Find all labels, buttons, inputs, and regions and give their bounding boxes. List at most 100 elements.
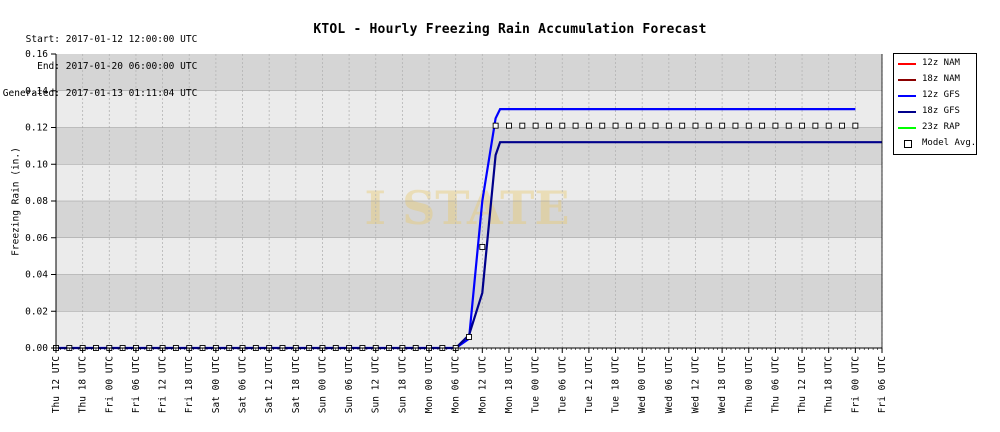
- y-tick-label: 0.08: [25, 196, 48, 207]
- plot-band: [56, 274, 882, 312]
- legend-label: 23z RAP: [922, 122, 960, 132]
- model-avg-point: [759, 122, 766, 129]
- model-avg-point: [612, 122, 619, 129]
- x-tick-label: Thu 00 UTC: [744, 356, 755, 413]
- plot-band: [56, 201, 882, 238]
- x-tick-label: Fri 06 UTC: [131, 356, 142, 413]
- y-tick-label: 0.10: [25, 159, 48, 170]
- plot-band: [56, 237, 882, 275]
- x-tick-label: Tue 18 UTC: [611, 356, 622, 413]
- model-avg-point: [506, 122, 512, 129]
- x-tick-label: Tue 00 UTC: [531, 356, 542, 413]
- legend-label: 12z NAM: [922, 58, 960, 68]
- chart-title: KTOL - Hourly Freezing Rain Accumulation…: [313, 22, 707, 37]
- x-tick-label: Sat 12 UTC: [264, 356, 275, 413]
- model-avg-point: [745, 122, 752, 129]
- generated-value: 2017-01-13 01:11:04 UTC: [65, 88, 198, 99]
- x-tick-label: Wed 12 UTC: [690, 356, 701, 413]
- x-tick-label: Thu 06 UTC: [770, 356, 781, 413]
- plot-band: [56, 164, 882, 201]
- x-tick-label: Fri 00 UTC: [850, 356, 861, 413]
- model-avg-point: [652, 122, 659, 129]
- x-tick-label: Mon 00 UTC: [424, 356, 435, 413]
- plot-background-bands: [56, 54, 882, 348]
- x-tick-label: Mon 18 UTC: [504, 356, 515, 413]
- model-avg-point: [785, 122, 792, 129]
- model-avg-point: [799, 122, 806, 129]
- grid-lines: [55, 54, 883, 348]
- x-tick-label: Thu 18 UTC: [78, 356, 89, 413]
- y-tick-label: 0.16: [25, 49, 48, 60]
- legend-swatch: [898, 127, 916, 129]
- legend-label: 18z NAM: [922, 74, 960, 84]
- x-tick-label: Sun 06 UTC: [344, 356, 355, 413]
- legend-marker-box: [904, 140, 912, 148]
- legend-label: 18z GFS: [922, 106, 960, 116]
- x-tick-label: Wed 18 UTC: [717, 356, 728, 413]
- x-tick-label: Fri 12 UTC: [158, 356, 169, 413]
- model-avg-point: [492, 122, 499, 129]
- x-tick-label: Thu 12 UTC: [797, 356, 808, 413]
- plot-band: [56, 54, 882, 91]
- start-value: 2017-01-12 12:00:00 UTC: [65, 34, 198, 45]
- model-avg-point: [692, 122, 699, 129]
- legend-label: Model Avg.: [922, 138, 977, 148]
- x-tick-label: Thu 18 UTC: [824, 356, 835, 413]
- model-avg-point: [532, 122, 539, 129]
- x-tick-label: Mon 06 UTC: [451, 356, 462, 413]
- x-tick-label: Wed 00 UTC: [637, 356, 648, 413]
- y-tick-label: 0.00: [25, 343, 48, 354]
- model-avg-point: [719, 122, 726, 129]
- model-avg-point: [599, 122, 606, 129]
- model-avg-point: [479, 243, 486, 250]
- legend: 12z NAM 18z NAM 12z GFS 18z GFS 23z RAP Model…: [893, 53, 977, 155]
- model-avg-point: [812, 122, 819, 129]
- x-tick-label: Sat 06 UTC: [238, 356, 249, 413]
- start-key: Start:: [25, 34, 60, 45]
- y-tick-labels: 0.00 0.02 0.04 0.06 0.08 0.10 0.12 0.14 0.16: [25, 49, 48, 354]
- legend-swatch: [898, 111, 916, 113]
- legend-swatch: [898, 79, 916, 81]
- y-tick-label: 0.14: [25, 86, 48, 97]
- x-tick-label: Tue 06 UTC: [557, 356, 568, 413]
- legend-swatch: [898, 95, 916, 97]
- model-avg-point: [625, 122, 632, 129]
- model-avg-point: [572, 122, 579, 129]
- generated-key: Generated:: [2, 88, 60, 99]
- x-tick-label: Sat 18 UTC: [291, 356, 302, 413]
- model-avg-point: [852, 122, 859, 129]
- x-tick-label: Wed 06 UTC: [664, 356, 675, 413]
- legend-label: 12z GFS: [922, 90, 960, 100]
- model-avg-point: [839, 122, 845, 129]
- y-tick-label: 0.04: [25, 270, 48, 281]
- x-tick-label: Sat 00 UTC: [211, 356, 222, 413]
- watermark-logo: I STATE: [365, 181, 570, 235]
- x-tick-label: Sun 00 UTC: [317, 356, 328, 413]
- end-key: End:: [37, 61, 60, 72]
- x-tick-label: Thu 12 UTC: [51, 356, 62, 413]
- model-avg-point: [466, 334, 472, 340]
- run-metadata: Start: 2017-01-12 12:00:00 UTC End: 2017…: [2, 17, 198, 107]
- x-tick-labels: Thu 12 UTC Thu 18 UTC Fri 00 UTC Fri 06 UTC…: [51, 356, 888, 413]
- x-tick-label: Tue 12 UTC: [584, 356, 595, 413]
- model-avg-point: [639, 122, 646, 129]
- axes: [51, 53, 883, 353]
- model-avg-point: [519, 122, 526, 129]
- model-avg-point: [679, 122, 686, 129]
- model-avg-point: [665, 122, 672, 129]
- model-avg-point: [559, 122, 566, 129]
- y-tick-label: 0.06: [25, 233, 48, 244]
- y-tick-label: 0.02: [25, 306, 48, 317]
- plot-band: [56, 127, 882, 165]
- model-avg-point: [825, 122, 832, 129]
- y-tick-label: 0.12: [25, 123, 48, 134]
- model-avg-point: [732, 122, 739, 129]
- model-avg-point: [705, 122, 712, 129]
- x-tick-label: Sun 12 UTC: [371, 356, 382, 413]
- legend-swatch: [898, 63, 916, 65]
- x-tick-label: Fri 18 UTC: [184, 356, 195, 413]
- model-avg-point: [545, 122, 552, 129]
- x-tick-label: Fri 06 UTC: [877, 356, 888, 413]
- end-value: 2017-01-20 06:00:00 UTC: [65, 61, 198, 72]
